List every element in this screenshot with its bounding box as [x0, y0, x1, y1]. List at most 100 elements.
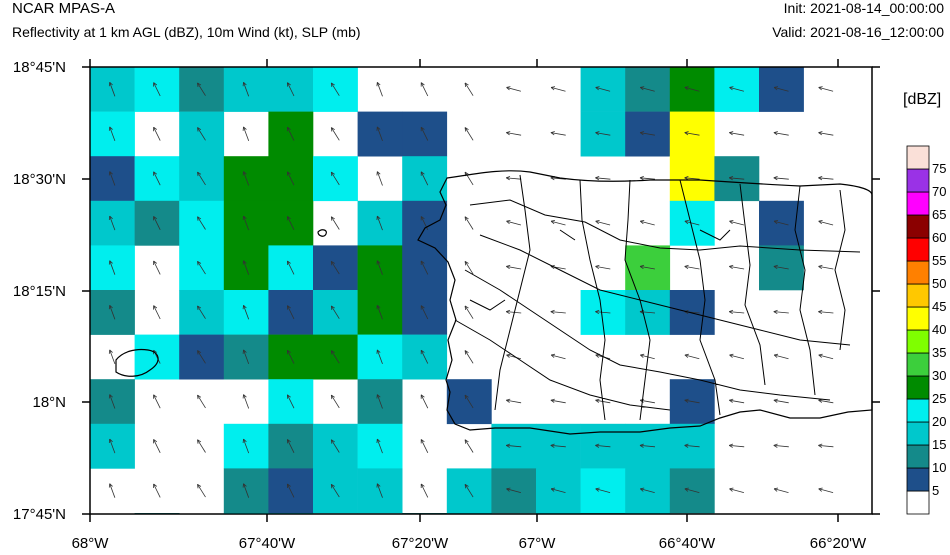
- wind-arrow-head: [729, 398, 734, 401]
- wind-arrow-head: [729, 220, 733, 225]
- wind-arrow-head: [774, 353, 779, 356]
- wind-arrow-head: [684, 264, 689, 267]
- wind-arrow-head: [773, 220, 778, 225]
- wind-arrow-head: [420, 82, 425, 86]
- wind-arrow-head: [729, 220, 734, 222]
- lon-label: 67°40'W: [239, 535, 296, 552]
- wind-arrow-head: [420, 483, 425, 487]
- wind-arrow: [420, 260, 429, 275]
- wind-arrow-head: [684, 266, 689, 270]
- colorbar-level-label: 5: [932, 483, 939, 498]
- wind-arrow: [153, 305, 161, 320]
- wind-arrow: [420, 350, 429, 364]
- wind-arrow-head: [595, 445, 600, 448]
- wind-arrow-head: [377, 171, 381, 175]
- wind-arrow-head: [684, 353, 689, 356]
- wind-arrow-head: [818, 309, 823, 312]
- wind-arrow: [818, 177, 834, 180]
- wind-arrow: [729, 311, 745, 314]
- wind-arrow-head: [153, 394, 158, 398]
- lat-label: 18°30'N: [13, 171, 66, 188]
- wind-arrow-head: [818, 264, 823, 267]
- wind-arrow: [684, 87, 700, 92]
- wind-arrow: [773, 87, 789, 92]
- wind-arrow-head: [330, 127, 333, 132]
- wind-arrow-head: [506, 354, 510, 358]
- wind-arrow: [639, 177, 656, 180]
- colorbar-level-label: 40: [932, 322, 946, 337]
- wind-arrow: [243, 260, 250, 275]
- wind-arrow-head: [505, 445, 510, 448]
- wind-arrow-head: [773, 445, 778, 448]
- wind-arrow-head: [595, 87, 599, 91]
- wind-arrow-head: [331, 439, 335, 443]
- wind-arrow-head: [197, 483, 202, 487]
- valid-time: Valid: 2021-08-16_12:00:00: [772, 24, 944, 40]
- wind-arrow-head: [818, 177, 823, 181]
- wind-arrow: [197, 484, 206, 498]
- wind-arrow: [376, 82, 383, 97]
- colorbar-level-label: 70: [932, 184, 946, 199]
- wind-arrow: [640, 87, 655, 92]
- wind-arrow-head: [640, 353, 645, 356]
- wind-arrow-head: [550, 177, 555, 181]
- wind-arrow-head: [550, 443, 555, 446]
- colorbar-level-label: 45: [932, 299, 946, 314]
- wind-arrow: [550, 132, 566, 136]
- wind-arrow-head: [153, 349, 158, 353]
- wind-arrow-head: [595, 266, 600, 270]
- wind-arrow: [153, 171, 161, 186]
- wind-arrow-head: [729, 309, 734, 312]
- wind-arrow-head: [684, 445, 689, 448]
- wind-arrow: [506, 488, 522, 493]
- wind-arrow-head: [331, 305, 335, 309]
- wind-arrow-head: [639, 131, 645, 133]
- wind-arrow-head: [506, 487, 511, 490]
- wind-arrow-head: [505, 177, 510, 181]
- wind-arrow: [818, 399, 834, 404]
- wind-arrow-head: [464, 394, 469, 398]
- lon-label: 67°W: [519, 535, 557, 552]
- wind-arrow-head: [818, 132, 823, 136]
- wind-arrow: [506, 445, 522, 448]
- wind-arrow: [818, 354, 834, 360]
- colorbar-swatch: [906, 214, 930, 239]
- wind-arrow: [109, 349, 116, 365]
- longitude-labels: 68°W 67°40'W 67°20'W 67°W 66°40'W 66°20'W: [72, 535, 867, 552]
- wind-arrow-head: [774, 86, 779, 88]
- wind-arrow-head: [506, 131, 511, 133]
- wind-arrow: [773, 311, 789, 314]
- wind-arrow-head: [595, 399, 600, 403]
- wind-arrow-head: [818, 131, 823, 133]
- wind-arrow: [109, 82, 116, 97]
- wind-arrow: [197, 350, 206, 364]
- wind-arrow-head: [639, 309, 644, 312]
- wind-arrow-head: [243, 82, 247, 86]
- wind-arrow: [773, 399, 789, 404]
- wind-arrow-head: [153, 216, 158, 220]
- wind-arrow: [243, 126, 250, 142]
- wind-arrow-head: [818, 220, 823, 222]
- wind-arrow-head: [639, 132, 644, 136]
- wind-arrow: [506, 87, 522, 92]
- wind-arrow: [376, 260, 383, 275]
- wind-arrow: [464, 171, 474, 186]
- wind-arrow-head: [595, 487, 600, 490]
- wind-arrow: [153, 394, 161, 409]
- wind-arrow-head: [287, 171, 291, 175]
- wind-arrow: [109, 215, 116, 231]
- wind-arrow-head: [550, 488, 555, 492]
- wind-arrow: [818, 445, 834, 448]
- wind-arrow: [153, 127, 161, 141]
- wind-arrow-head: [728, 177, 733, 181]
- wind-arrow: [243, 394, 250, 409]
- colorbar-level-label: 15: [932, 437, 946, 452]
- wind-arrow-head: [595, 398, 600, 401]
- wind-arrow-head: [243, 126, 247, 130]
- wind-arrow-head: [153, 439, 158, 443]
- wind-arrow: [420, 171, 429, 186]
- wind-arrow-head: [197, 305, 202, 309]
- wind-arrow: [376, 171, 383, 186]
- wind-arrow: [243, 215, 250, 231]
- colorbar-swatch: [906, 283, 930, 308]
